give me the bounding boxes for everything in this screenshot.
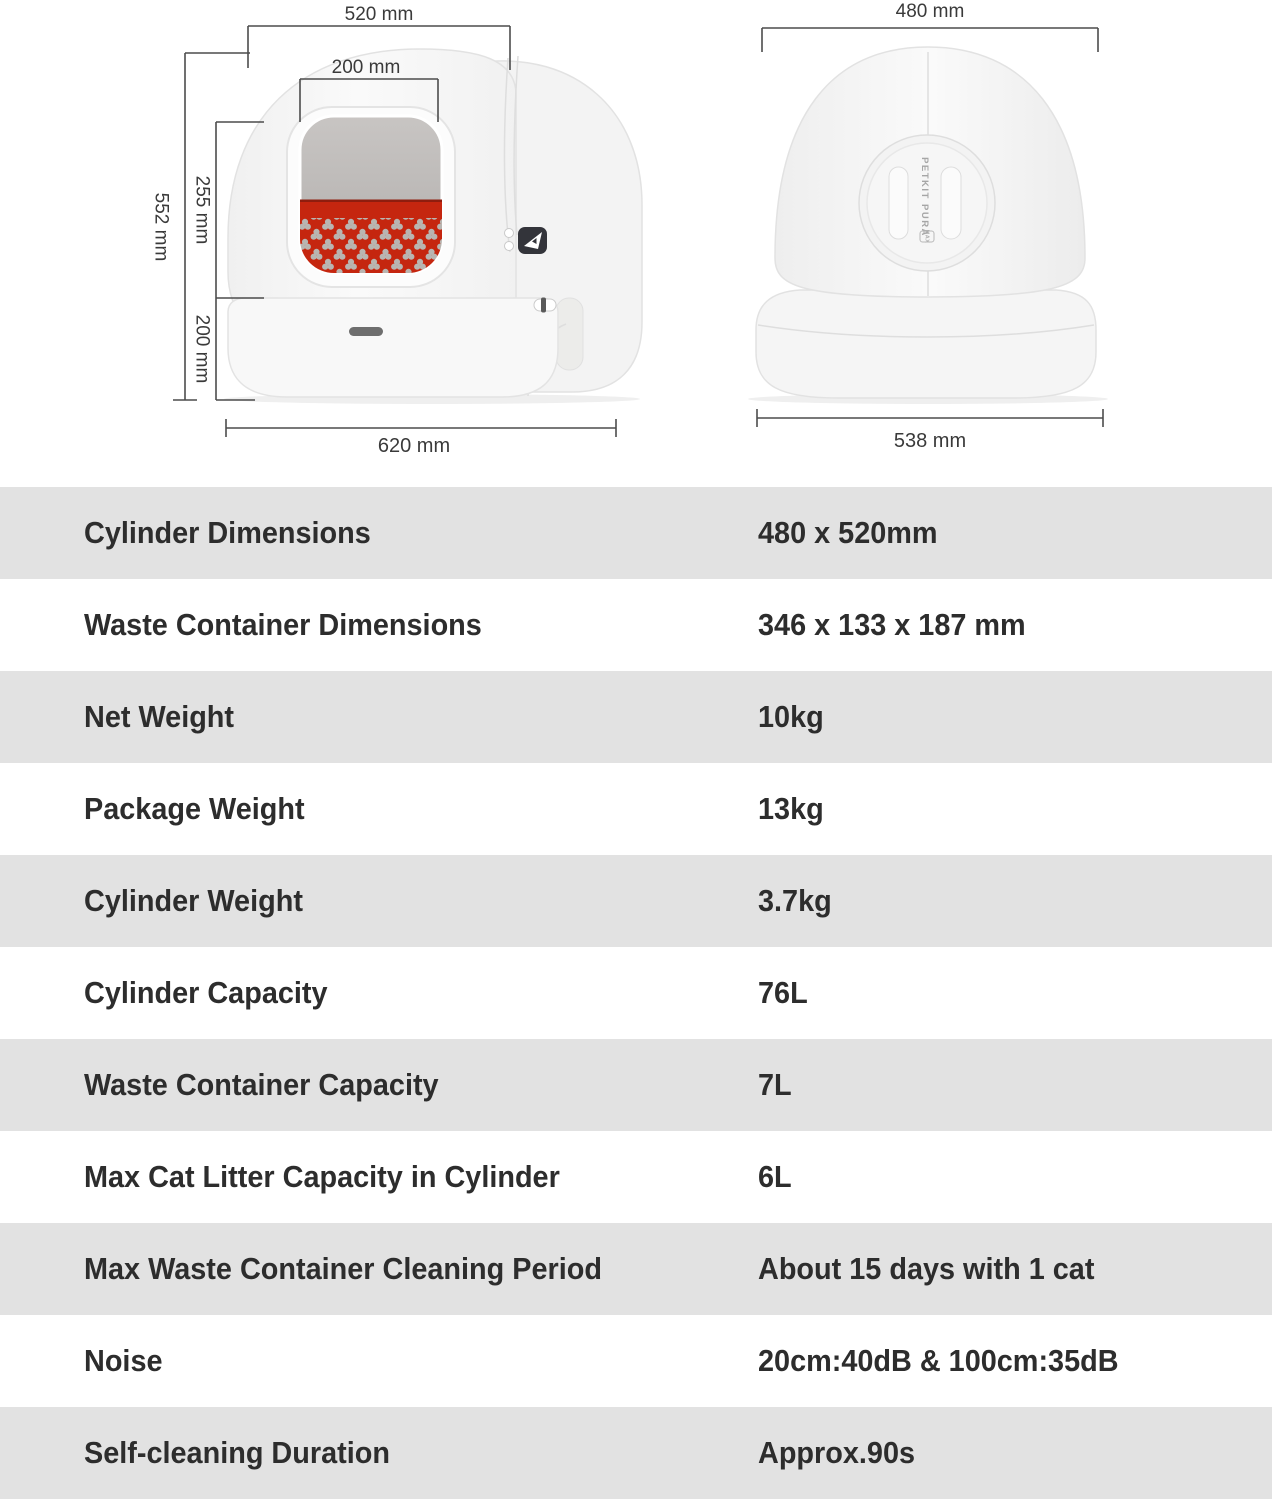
tray-latch [349,327,383,336]
logo-badge: MAX [923,230,929,244]
spec-label: Max Waste Container Cleaning Period [84,1251,602,1286]
spec-label: Cylinder Weight [84,883,303,918]
table-row: Max Waste Container Cleaning Period Abou… [0,1223,1272,1315]
table-row: Cylinder Dimensions 480 x 520mm [0,487,1272,579]
dim-upper-height: 255 mm [192,176,213,245]
power-button [504,228,514,238]
spec-label: Package Weight [84,791,305,826]
dim-bottom-width: 620 mm [378,435,450,457]
spec-value: 480 x 520mm [758,515,938,550]
spec-label: Cylinder Capacity [84,975,328,1010]
base-seam [757,324,1095,338]
dim-lower-height: 200 mm [192,315,213,384]
dim-back-bottom-width: 538 mm [894,430,966,452]
lock-switch-knob [541,297,546,313]
reset-button [504,241,514,251]
spec-label: Cylinder Dimensions [84,515,371,550]
table-row: Waste Container Capacity 7L [0,1039,1272,1131]
logo-badge-outline [919,230,935,243]
spec-value: 6L [758,1159,792,1194]
spec-value: 20cm:40dB & 100cm:35dB [758,1343,1119,1378]
table-row: Cylinder Capacity 76L [0,947,1272,1039]
front-view-diagram: 520 mm 200 mm 552 mm 255 mm 200 mm 620 m… [151,4,643,457]
spec-value: 13kg [758,791,824,826]
petkit-pura-logo: PETKIT PURA [919,157,930,237]
back-base [755,289,1097,399]
table-row: Net Weight 10kg [0,671,1272,763]
spec-label: Max Cat Litter Capacity in Cylinder [84,1159,560,1194]
table-row: Waste Container Dimensions 346 x 133 x 1… [0,579,1272,671]
petkit-cat-icon-notch [532,238,537,244]
product-diagrams: 520 mm 200 mm 552 mm 255 mm 200 mm 620 m… [0,0,1272,487]
table-row: Max Cat Litter Capacity in Cylinder 6L [0,1131,1272,1223]
dim-back-top-width: 480 mm [896,1,965,22]
spec-value: 76L [758,975,808,1010]
front-top-seam-2 [513,55,519,236]
spec-value: 3.7kg [758,883,832,918]
waste-drawer-handle [555,297,584,371]
dim-opening-width: 200 mm [332,57,401,78]
spec-label: Self-cleaning Duration [84,1435,390,1470]
spec-value: 7L [758,1067,792,1102]
disc-slot-right [940,166,962,240]
spec-value: 346 x 133 x 187 mm [758,607,1026,642]
spec-label: Waste Container Capacity [84,1067,439,1102]
back-dimension-lines [756,27,1104,427]
table-row: Noise 20cm:40dB & 100cm:35dB [0,1315,1272,1407]
table-row: Cylinder Weight 3.7kg [0,855,1272,947]
base-tray [227,297,559,398]
spec-value: About 15 days with 1 cat [758,1251,1095,1286]
spec-value: 10kg [758,699,824,734]
disc-slot-left [888,166,909,240]
table-row: Package Weight 13kg [0,763,1272,855]
front-dimension-lines [173,25,617,437]
spec-value: Approx.90s [758,1435,916,1470]
spec-label: Noise [84,1343,163,1378]
litter-area [300,199,442,273]
dim-total-height: 552 mm [151,193,172,262]
spec-table: Cylinder Dimensions 480 x 520mm Waste Co… [0,487,1272,1499]
diagram-canvas: 520 mm 200 mm 552 mm 255 mm 200 mm 620 m… [151,1,1108,457]
table-row: Self-cleaning Duration Approx.90s [0,1407,1272,1499]
spec-label: Waste Container Dimensions [84,607,482,642]
petkit-cat-icon [524,232,542,249]
dim-top-width: 520 mm [345,4,414,25]
back-view-diagram: PETKIT PURA MAX 480 mm 538 mm [748,1,1108,452]
spec-label: Net Weight [84,699,235,734]
